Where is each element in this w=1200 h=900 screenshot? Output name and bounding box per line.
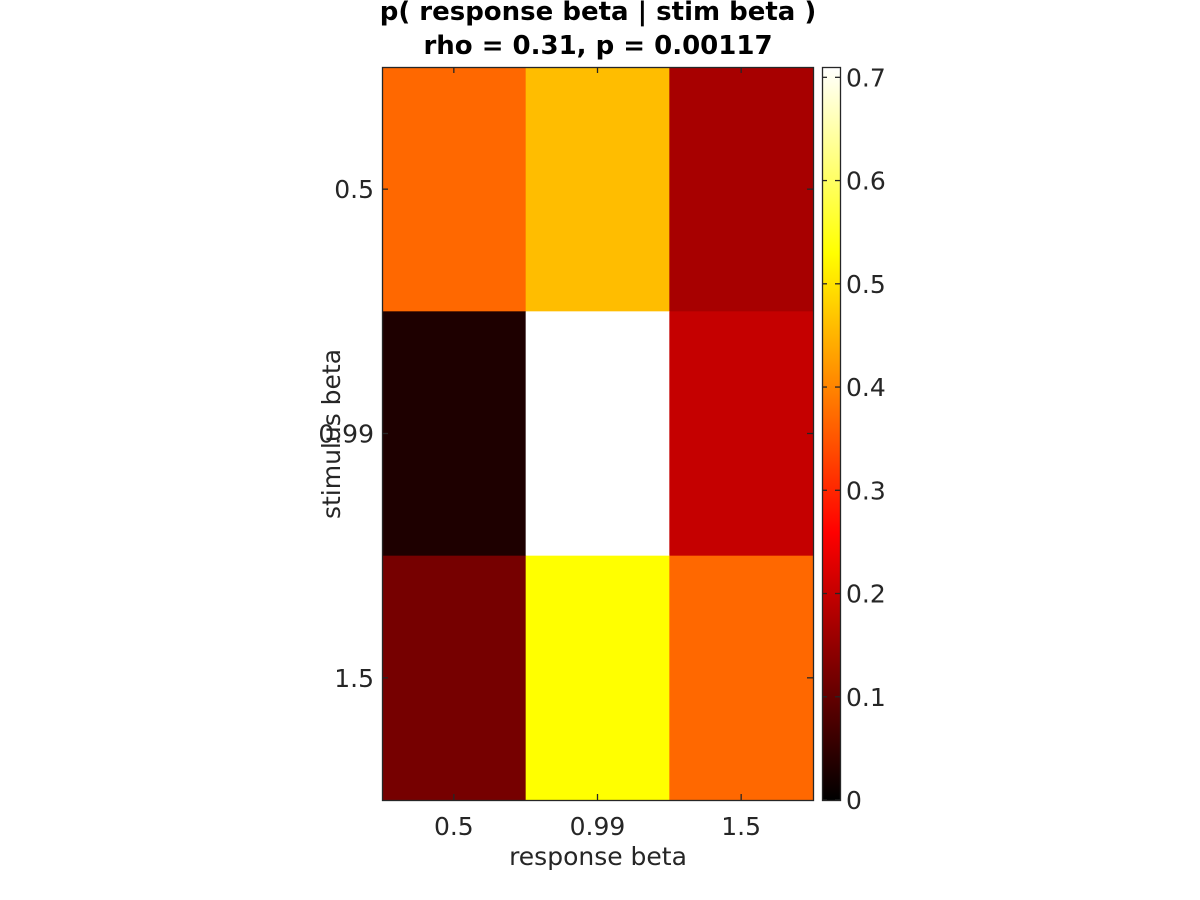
x-axis-ticks: 0.5 0.99 1.5	[434, 67, 761, 841]
colorbar-tick-label: 0.5	[846, 270, 886, 299]
heatmap-cell	[525, 67, 670, 312]
colorbar-tick-label: 0.3	[846, 476, 886, 505]
colorbar-tick-label: 0	[846, 786, 862, 815]
chart-title: p( response beta | stim beta )	[380, 0, 817, 27]
chart-subtitle: rho = 0.31, p = 0.00117	[423, 31, 772, 61]
y-tick-label: 0.5	[334, 175, 374, 204]
heatmap-cell	[669, 311, 814, 557]
heatmap-cell	[525, 555, 670, 801]
colorbar-tick-label: 0.2	[846, 580, 886, 609]
y-tick-label: 0.99	[318, 420, 374, 449]
colorbar-frame	[821, 66, 842, 802]
colorbar	[822, 67, 840, 800]
x-tick-label: 0.99	[570, 812, 626, 841]
heatmap-cell	[525, 311, 670, 557]
colorbar-tick-label: 0.4	[846, 373, 886, 402]
x-tick-label: 0.5	[434, 812, 474, 841]
colorbar-tick-label: 0.7	[846, 63, 886, 92]
x-axis-label: response beta	[509, 842, 687, 871]
colorbar-tick-label: 0.1	[846, 683, 886, 712]
heatmap-cell	[669, 67, 814, 312]
heatmap-cell	[382, 311, 527, 557]
y-axis-label: stimulus beta	[317, 349, 346, 519]
heatmap-cells	[382, 67, 814, 801]
heatmap-cell	[382, 67, 527, 312]
y-tick-label: 1.5	[334, 664, 374, 693]
heatmap-cell	[382, 555, 527, 801]
y-axis-ticks: 0.5 0.99 1.5	[318, 175, 813, 693]
colorbar-tick-label: 0.6	[846, 167, 886, 196]
colorbar-ticks: 0 0.1 0.2 0.3 0.4 0.5 0.6 0.7	[822, 63, 886, 815]
heatmap-cell	[669, 555, 814, 801]
x-tick-label: 1.5	[721, 812, 761, 841]
